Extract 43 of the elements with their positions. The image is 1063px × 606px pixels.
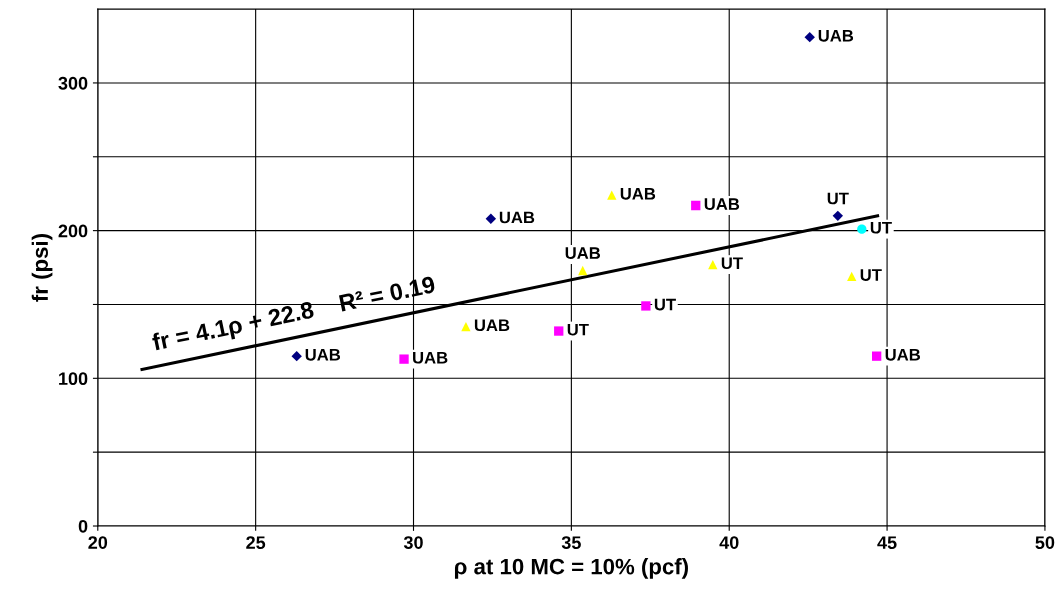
annotation: UT [860, 269, 882, 281]
y-tick-label: 200 [58, 224, 88, 238]
point [804, 31, 815, 43]
point [578, 265, 588, 276]
annotation: UT [567, 323, 589, 336]
x-tick-label: 20 [88, 536, 108, 549]
point [461, 321, 471, 332]
x-tick-label: 25 [246, 536, 266, 549]
annotation: UAB [818, 30, 854, 42]
annotation: UAB [620, 188, 656, 200]
annotation: UAB [704, 198, 740, 210]
point [872, 351, 882, 361]
point [641, 301, 651, 311]
x-tick-label: 45 [877, 536, 897, 549]
x-axis-title: ρ at 10 MC = 10% (pcf) [454, 558, 688, 579]
point [857, 224, 867, 234]
annotation: UAB [885, 349, 921, 361]
point [607, 190, 617, 200]
y-axis-title: fr (psi) [31, 234, 53, 302]
annotation: UT [721, 257, 743, 270]
y-tick-label: 300 [58, 76, 88, 90]
x-tick-label: 30 [403, 536, 423, 550]
y-tick-label: 0 [78, 519, 88, 533]
annotation: UT [870, 221, 892, 234]
x-tick-label: 50 [1035, 536, 1055, 549]
y-tick-label: 100 [59, 372, 88, 386]
annotation: UT [654, 298, 676, 311]
point [847, 271, 857, 282]
annotation: UAB [565, 247, 601, 259]
annotation: UAB [305, 349, 341, 361]
annotation: UT [827, 192, 849, 205]
point [832, 210, 844, 222]
point [554, 326, 564, 336]
point [691, 200, 701, 211]
point [485, 213, 497, 225]
annotation: UAB [474, 319, 510, 332]
x-tick-label: 40 [719, 536, 739, 549]
x-tick-label: 35 [561, 536, 581, 550]
point [291, 350, 302, 362]
annotation: UAB [413, 351, 448, 364]
point [708, 259, 718, 270]
annotation: UAB [499, 211, 535, 224]
point [399, 354, 409, 364]
